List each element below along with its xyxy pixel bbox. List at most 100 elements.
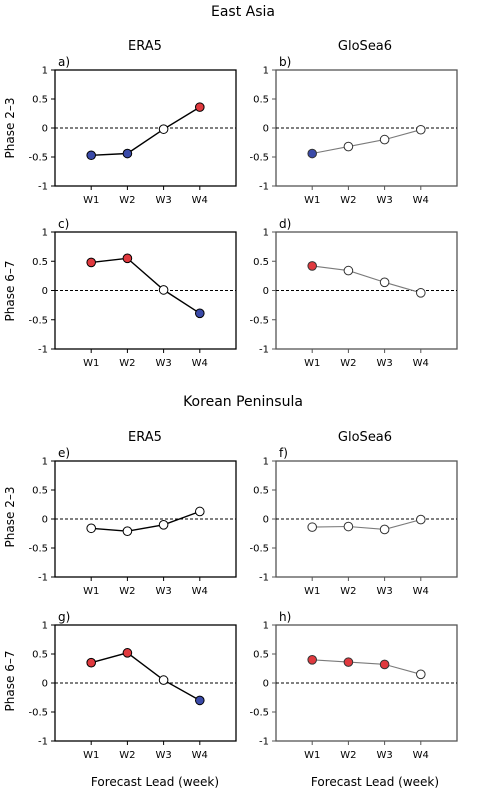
data-point-w4 <box>195 102 205 112</box>
data-point-w4 <box>416 288 426 298</box>
data-point-w2 <box>122 648 133 658</box>
x-tick-label: W4 <box>413 586 429 597</box>
y-tick-label: 0.5 <box>32 486 48 497</box>
x-tick-label: W3 <box>155 586 171 597</box>
data-point-w3 <box>379 134 390 145</box>
data-point-w1 <box>307 148 318 159</box>
panel-b: b) 1 0.5 0 -0.5 -1 W1 W2 W3 W4 <box>249 55 458 206</box>
y-tick-label: 1 <box>42 66 48 77</box>
data-point-w3 <box>158 675 169 685</box>
panel-d: d) 1 0.5 0 -0.5 -1 W1 W2 W3 W4 <box>249 217 458 369</box>
y-tick-label: 1 <box>263 457 269 468</box>
panel-a: a) 1 0.5 0 -0.5 -1 W1 W2 W3 W4 <box>28 55 237 206</box>
data-point-w4 <box>416 669 426 680</box>
panels: a) 1 0.5 0 -0.5 -1 W1 W2 W3 W4 b) 1 0.5 0 -0.5 -1 W1 W2 W3… <box>28 55 458 761</box>
column-title-glosea6-bottom: GloSea6 <box>338 430 392 445</box>
xlabel-left: Forecast Lead (week) <box>91 775 219 789</box>
x-tick-label: W2 <box>340 195 356 206</box>
panel-h: h) 1 0.5 0 -0.5 -1 W1 W2 W3 W4 <box>249 610 458 761</box>
panel-g: g) 1 0.5 0 -0.5 -1 W1 W2 W3 W4 <box>28 610 237 761</box>
data-point-w4 <box>416 124 426 135</box>
x-tick-label: W1 <box>83 586 99 597</box>
panel-e: e) 1 0.5 0 -0.5 -1 W1 W2 W3 W4 <box>28 446 237 597</box>
panel-label-a: a) <box>58 55 70 69</box>
series-line <box>312 519 421 530</box>
data-point-w2 <box>122 148 133 159</box>
x-tick-label: W2 <box>119 750 135 761</box>
row-label-phase-2-3-bottom: Phase 2–3 <box>3 487 17 548</box>
y-tick-label: -1 <box>259 573 269 584</box>
x-tick-label: W3 <box>155 750 171 761</box>
data-point-w3 <box>379 659 390 670</box>
y-tick-label: -0.5 <box>249 544 269 555</box>
x-tick-label: W4 <box>413 358 429 369</box>
y-tick-label: -1 <box>38 737 48 748</box>
y-tick-label: 1 <box>42 621 48 632</box>
column-title-era5-bottom: ERA5 <box>128 430 162 445</box>
data-point-w1 <box>307 261 318 271</box>
x-tick-label: W4 <box>413 195 429 206</box>
row-label-phase-2-3-top: Phase 2–3 <box>3 98 17 159</box>
x-tick-label: W3 <box>376 586 392 597</box>
x-tick-label: W4 <box>413 750 429 761</box>
y-tick-label: 0.5 <box>32 257 48 268</box>
data-point-w1 <box>307 522 318 532</box>
y-tick-label: 0 <box>263 515 269 526</box>
x-tick-label: W4 <box>192 586 208 597</box>
y-tick-label: 1 <box>263 621 269 632</box>
data-point-w4 <box>195 695 205 706</box>
data-point-w2 <box>122 253 133 264</box>
x-tick-label: W1 <box>304 195 320 206</box>
y-tick-label: 0.5 <box>253 650 269 661</box>
y-tick-label: 1 <box>42 228 48 239</box>
y-tick-label: -1 <box>259 182 269 193</box>
y-tick-label: 0.5 <box>253 486 269 497</box>
y-tick-label: 0 <box>263 679 269 690</box>
y-tick-label: 1 <box>42 457 48 468</box>
x-tick-label: W3 <box>376 358 392 369</box>
data-point-w3 <box>158 124 169 134</box>
y-tick-label: 0 <box>263 124 269 135</box>
y-tick-label: -0.5 <box>28 153 48 164</box>
panel-f: f) 1 0.5 0 -0.5 -1 W1 W2 W3 W4 <box>249 446 458 597</box>
panel-label-h: h) <box>279 610 291 624</box>
x-tick-label: W3 <box>376 750 392 761</box>
y-tick-label: -0.5 <box>28 708 48 719</box>
series-line <box>91 652 201 702</box>
data-point-w2 <box>122 526 133 536</box>
x-tick-label: W4 <box>192 195 208 206</box>
x-tick-label: W1 <box>304 750 320 761</box>
y-tick-label: 1 <box>263 228 269 239</box>
x-tick-label: W4 <box>192 750 208 761</box>
data-point-w3 <box>379 524 390 535</box>
y-tick-label: -1 <box>38 573 48 584</box>
panel-label-f: f) <box>279 446 288 460</box>
section-title-korean-peninsula: Korean Peninsula <box>183 394 303 410</box>
x-tick-label: W1 <box>83 358 99 369</box>
y-tick-label: -0.5 <box>249 153 269 164</box>
column-title-glosea6-top: GloSea6 <box>338 39 392 54</box>
row-label-phase-6-7-bottom: Phase 6–7 <box>3 651 17 712</box>
y-tick-label: -0.5 <box>249 708 269 719</box>
x-tick-label: W3 <box>155 358 171 369</box>
panel-label-d: d) <box>279 217 291 231</box>
data-point-w1 <box>86 257 96 268</box>
x-tick-label: W4 <box>192 358 208 369</box>
y-tick-label: 0.5 <box>253 257 269 268</box>
section-title-east-asia: East Asia <box>211 4 275 20</box>
data-point-w1 <box>86 523 96 534</box>
y-tick-label: -0.5 <box>28 544 48 555</box>
data-point-w1 <box>307 655 318 665</box>
data-point-w2 <box>343 141 354 152</box>
x-tick-label: W1 <box>83 750 99 761</box>
x-tick-label: W2 <box>340 750 356 761</box>
data-point-w3 <box>158 520 169 530</box>
row-label-phase-6-7-top: Phase 6–7 <box>3 261 17 322</box>
y-tick-label: 0.5 <box>32 95 48 106</box>
x-tick-label: W1 <box>83 195 99 206</box>
y-tick-label: -0.5 <box>28 315 48 326</box>
x-tick-label: W2 <box>119 586 135 597</box>
x-tick-label: W2 <box>119 195 135 206</box>
y-tick-label: 0.5 <box>253 95 269 106</box>
series-line <box>312 129 421 155</box>
